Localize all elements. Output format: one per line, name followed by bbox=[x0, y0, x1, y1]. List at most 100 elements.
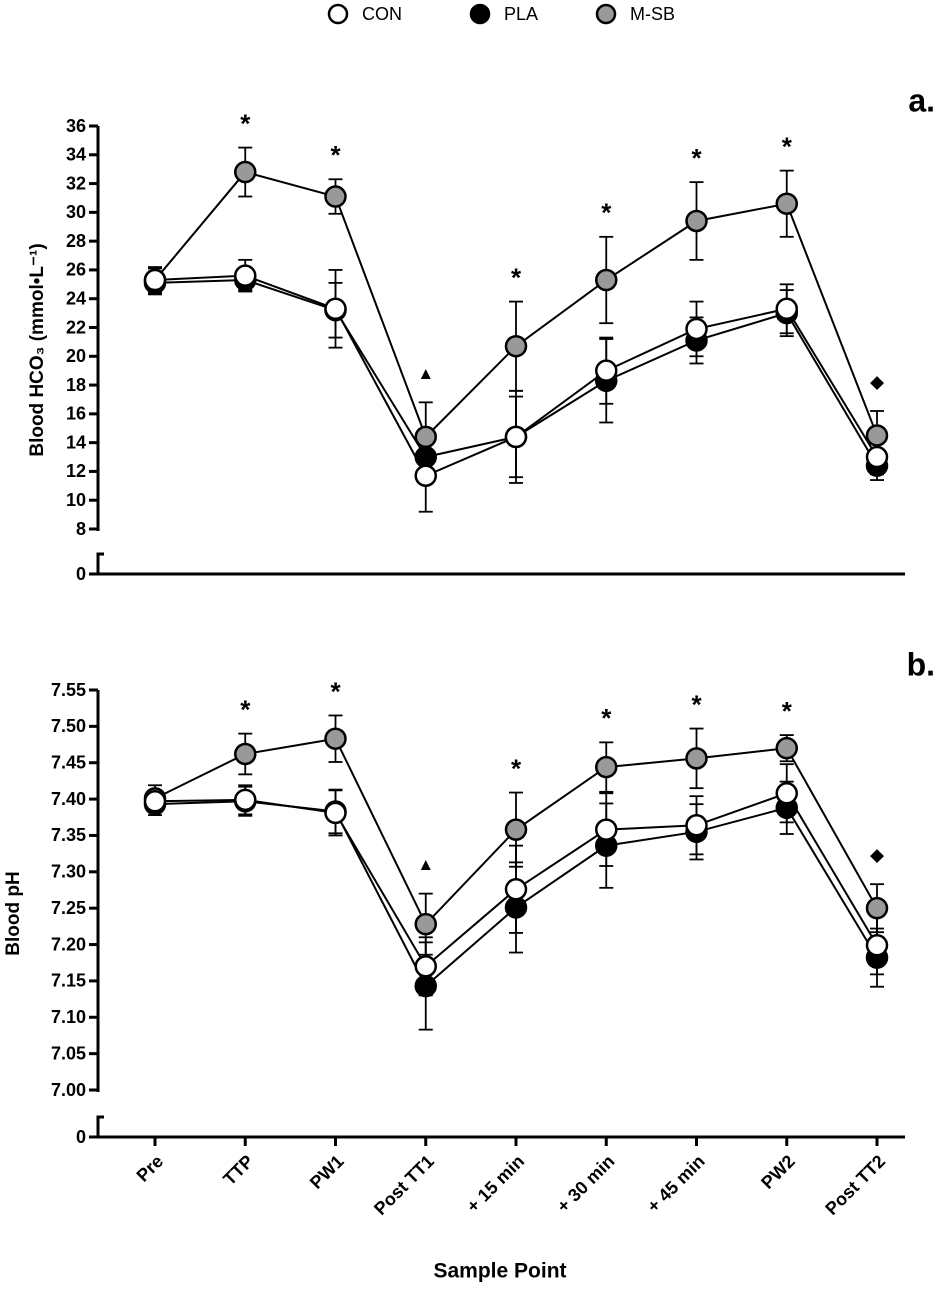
data-point bbox=[685, 747, 708, 770]
legend-label: M-SB bbox=[630, 4, 675, 24]
y-tick-label: 14 bbox=[66, 432, 86, 452]
y-tick-label: 28 bbox=[66, 231, 86, 251]
significance-marker: * bbox=[240, 108, 251, 138]
y-tick-label: 12 bbox=[66, 461, 86, 481]
y-tick-label: 7.05 bbox=[51, 1043, 86, 1063]
significance-marker: * bbox=[330, 140, 341, 170]
data-point bbox=[595, 268, 618, 292]
y-tick-label: 10 bbox=[66, 490, 86, 510]
x-tick-label: Pre bbox=[133, 1151, 168, 1186]
significance-marker: * bbox=[691, 143, 702, 173]
y-tick-label: 32 bbox=[66, 173, 86, 193]
data-point bbox=[504, 334, 528, 358]
y-tick-label: 7.15 bbox=[51, 971, 86, 991]
data-point bbox=[324, 185, 347, 208]
y-tick-label: 16 bbox=[66, 404, 86, 424]
legend-marker bbox=[327, 3, 349, 25]
significance-marker: * bbox=[511, 753, 522, 783]
data-point bbox=[685, 317, 708, 341]
significance-marker: * bbox=[782, 131, 793, 161]
data-point bbox=[775, 782, 798, 805]
significance-marker: * bbox=[691, 689, 702, 719]
data-point bbox=[775, 736, 798, 760]
data-point bbox=[234, 160, 257, 184]
data-point bbox=[143, 268, 167, 292]
data-point bbox=[865, 934, 889, 957]
data-point bbox=[504, 818, 528, 841]
data-point bbox=[324, 297, 347, 321]
data-point bbox=[775, 297, 798, 321]
data-point bbox=[414, 464, 437, 487]
x-tick-label: Post TT1 bbox=[370, 1151, 438, 1219]
y-tick-label: 24 bbox=[66, 288, 86, 308]
data-point bbox=[595, 755, 618, 779]
x-tick-label: Post TT2 bbox=[821, 1151, 889, 1219]
data-point bbox=[595, 359, 618, 382]
y-tick-label: 18 bbox=[66, 375, 86, 395]
significance-marker: * bbox=[601, 703, 612, 733]
y-tick-label: 7.00 bbox=[51, 1080, 86, 1100]
data-point bbox=[143, 790, 167, 813]
data-point bbox=[234, 264, 257, 287]
data-point bbox=[414, 974, 437, 998]
data-point bbox=[414, 425, 437, 449]
data-point bbox=[865, 424, 889, 447]
x-tick-label: + 30 min bbox=[553, 1151, 618, 1216]
data-point bbox=[685, 814, 708, 837]
significance-marker: ▲ bbox=[417, 364, 434, 383]
x-tick-label: + 15 min bbox=[463, 1151, 528, 1216]
y-tick-label: 8 bbox=[76, 519, 86, 539]
x-axis-label: Sample Point bbox=[433, 1260, 566, 1283]
y-axis-label: Blood HCO₃ (mmol•L⁻¹) bbox=[27, 243, 48, 456]
significance-marker: * bbox=[240, 695, 251, 725]
y-tick-label: 7.50 bbox=[51, 716, 86, 736]
y-tick-label: 7.35 bbox=[51, 825, 86, 845]
significance-marker: ◆ bbox=[869, 846, 884, 865]
legend-label: PLA bbox=[504, 4, 538, 24]
significance-marker: * bbox=[782, 696, 793, 726]
legend-marker bbox=[595, 3, 617, 25]
data-point bbox=[685, 209, 708, 233]
y-tick-label: 0 bbox=[76, 1127, 86, 1147]
significance-marker: * bbox=[601, 198, 612, 228]
data-point bbox=[504, 878, 528, 901]
data-point bbox=[595, 818, 618, 841]
data-point bbox=[865, 896, 889, 920]
y-tick-label: 0 bbox=[76, 564, 86, 584]
y-axis-label: Blood pH bbox=[3, 871, 24, 955]
y-tick-label: 7.45 bbox=[51, 752, 86, 772]
y-tick-label: 7.40 bbox=[51, 789, 86, 809]
data-point bbox=[324, 801, 347, 825]
y-tick-label: 7.30 bbox=[51, 862, 86, 882]
y-tick-label: 26 bbox=[66, 260, 86, 280]
data-point bbox=[234, 742, 257, 766]
significance-marker: * bbox=[511, 262, 522, 292]
x-tick-label: + 45 min bbox=[643, 1151, 708, 1216]
y-tick-label: 7.55 bbox=[51, 680, 86, 700]
data-point bbox=[414, 955, 437, 978]
data-point bbox=[414, 912, 437, 936]
x-tick-label: PW2 bbox=[757, 1151, 799, 1193]
y-tick-label: 7.20 bbox=[51, 934, 86, 954]
data-point bbox=[324, 727, 347, 750]
significance-marker: ▲ bbox=[417, 855, 434, 874]
panel-label: a. bbox=[908, 82, 935, 118]
data-point bbox=[865, 445, 889, 469]
legend-label: CON bbox=[362, 4, 402, 24]
data-point bbox=[414, 445, 437, 469]
data-point bbox=[775, 192, 798, 215]
y-tick-label: 7.10 bbox=[51, 1007, 86, 1027]
data-point bbox=[234, 788, 257, 812]
data-point bbox=[504, 425, 528, 449]
significance-marker: * bbox=[330, 676, 341, 706]
x-tick-label: TTP bbox=[219, 1151, 257, 1189]
y-tick-label: 20 bbox=[66, 346, 86, 366]
y-tick-label: 34 bbox=[66, 145, 86, 165]
legend-marker bbox=[469, 3, 491, 25]
y-tick-label: 7.25 bbox=[51, 898, 86, 918]
y-tick-label: 36 bbox=[66, 116, 86, 136]
x-tick-label: PW1 bbox=[306, 1151, 348, 1193]
y-tick-label: 30 bbox=[66, 202, 86, 222]
panel-label: b. bbox=[907, 646, 935, 682]
significance-marker: ◆ bbox=[869, 372, 884, 391]
